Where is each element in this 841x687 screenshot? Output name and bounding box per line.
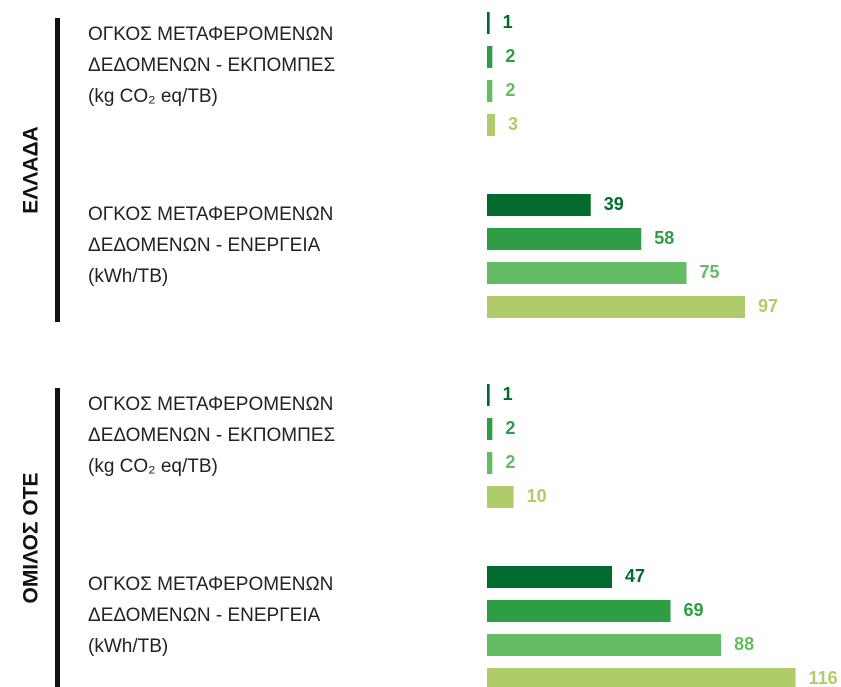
group-label: ΕΛΛΑΔΑ [20,126,43,213]
chart-title: ΔΕΔΟΜΕΝΩΝ - ΕΝΕΡΓΕΙΑ [88,605,321,626]
bar [487,452,493,474]
chart-title: (kWh/TB) [88,636,168,657]
value-label: 10 [527,486,547,506]
value-label: 3 [508,114,518,134]
chart-title: ΟΓΚΟΣ ΜΕΤΑΦΕΡΟΜΕΝΩΝ [88,24,333,45]
chart-title: (kWh/TB) [88,266,168,287]
value-label: 58 [654,228,674,248]
chart-title: (kg CO₂ eq/TB) [88,86,218,107]
bar [487,600,671,622]
group-rule [55,388,60,687]
bar [487,228,642,250]
chart-title: (kg CO₂ eq/TB) [88,456,218,477]
bar [487,486,514,508]
bar [487,384,490,406]
bar [487,194,591,216]
bar [487,566,613,588]
group-rule [55,18,60,322]
value-label: 1 [503,12,513,32]
value-label: 2 [505,418,515,438]
chart-title: ΔΕΔΟΜΕΝΩΝ - ΕΚΠΟΜΠΕΣ [88,55,335,76]
bar [487,46,493,68]
value-label: 88 [734,634,754,654]
chart-title: ΟΓΚΟΣ ΜΕΤΑΦΕΡΟΜΕΝΩΝ [88,204,333,225]
group-label: ΟΜΙΛΟΣ ΟΤΕ [20,472,43,603]
chart-title: ΔΕΔΟΜΕΝΩΝ - ΕΝΕΡΓΕΙΑ [88,235,321,256]
value-label: 47 [625,566,645,586]
value-label: 116 [809,668,838,687]
bar [487,114,495,136]
value-label: 2 [505,452,515,472]
chart-title: ΟΓΚΟΣ ΜΕΤΑΦΕΡΟΜΕΝΩΝ [88,574,333,595]
bar [487,668,796,687]
value-label: 1 [503,384,513,404]
value-label: 69 [684,600,704,620]
bar [487,80,493,102]
value-label: 2 [505,46,515,66]
chart-title: ΟΓΚΟΣ ΜΕΤΑΦΕΡΟΜΕΝΩΝ [88,394,333,415]
bar [487,418,493,440]
chart-title: ΔΕΔΟΜΕΝΩΝ - ΕΚΠΟΜΠΕΣ [88,425,335,446]
bar [487,634,722,656]
bar [487,12,490,34]
value-label: 2 [505,80,515,100]
value-label: 39 [604,194,624,214]
value-label: 75 [700,262,720,282]
bar [487,262,687,284]
value-label: 97 [758,296,778,316]
bar [487,296,746,318]
